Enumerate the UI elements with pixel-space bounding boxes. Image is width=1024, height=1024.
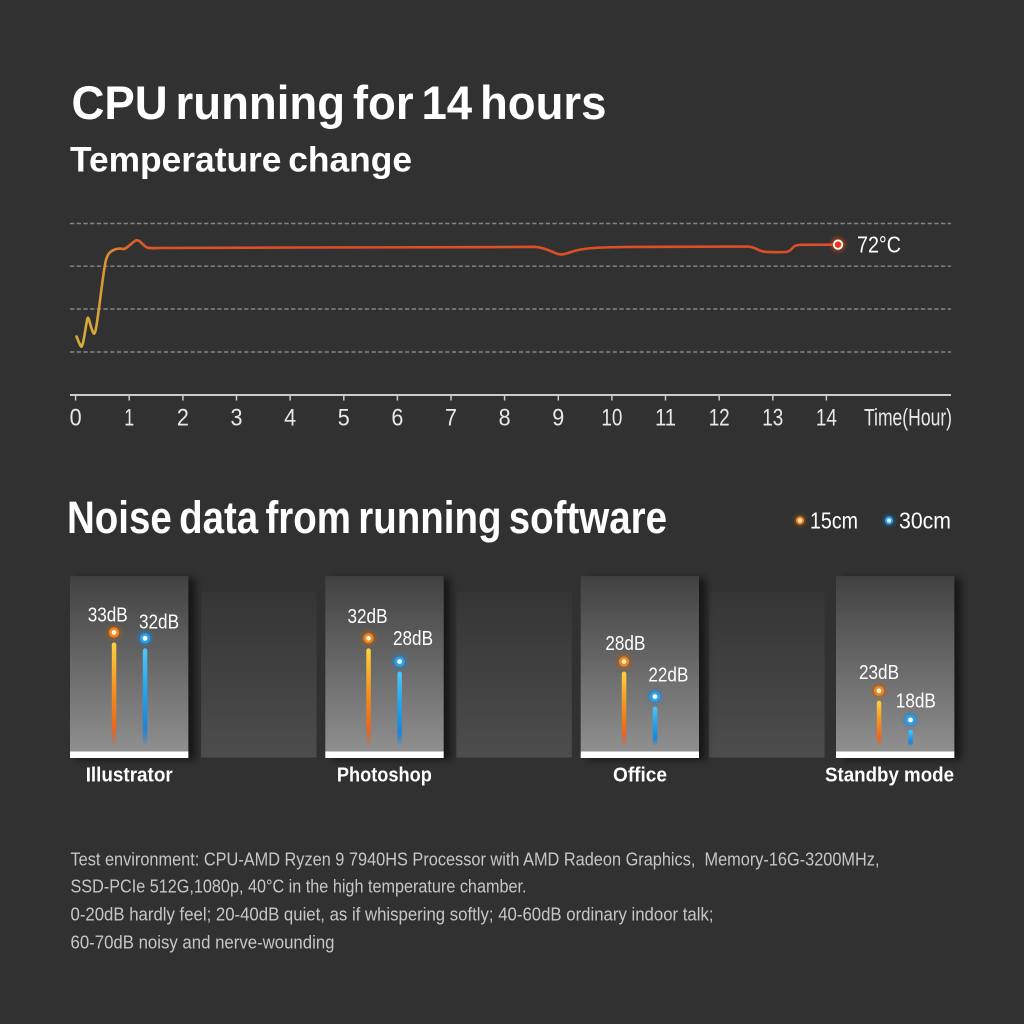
svg-text:18dB: 18dB xyxy=(896,689,936,712)
svg-text:3: 3 xyxy=(231,405,243,432)
svg-text:5: 5 xyxy=(338,405,350,432)
svg-text:33dB: 33dB xyxy=(88,603,128,626)
svg-text:30cm: 30cm xyxy=(899,508,951,534)
svg-text:0-20dB hardly feel; 20-40dB qu: 0-20dB hardly feel; 20-40dB quiet, as if… xyxy=(71,905,714,925)
svg-text:23dB: 23dB xyxy=(859,661,899,684)
svg-text:Illustrator: Illustrator xyxy=(86,764,173,787)
svg-text:Noise data from running softwa: Noise data from running software xyxy=(67,492,667,543)
svg-text:2: 2 xyxy=(177,405,189,432)
svg-text:Office: Office xyxy=(613,764,667,787)
svg-text:Photoshop: Photoshop xyxy=(337,764,432,787)
svg-text:8: 8 xyxy=(499,405,511,432)
svg-text:Time(Hour): Time(Hour) xyxy=(864,405,952,432)
svg-text:13: 13 xyxy=(762,405,783,432)
svg-text:Temperature change: Temperature change xyxy=(70,141,412,180)
svg-text:Test environment: CPU-AMD Ryze: Test environment: CPU-AMD Ryzen 9 7940HS… xyxy=(71,849,880,869)
svg-text:12: 12 xyxy=(709,405,730,432)
svg-text:28dB: 28dB xyxy=(393,627,433,650)
svg-text:Standby mode: Standby mode xyxy=(825,764,954,787)
svg-text:14: 14 xyxy=(816,405,837,432)
svg-text:22dB: 22dB xyxy=(648,664,688,687)
svg-text:1: 1 xyxy=(124,405,134,432)
svg-text:11: 11 xyxy=(655,405,676,432)
svg-text:0: 0 xyxy=(70,405,82,432)
svg-text:7: 7 xyxy=(445,405,457,432)
svg-text:28dB: 28dB xyxy=(605,632,645,655)
svg-text:32dB: 32dB xyxy=(139,610,179,633)
svg-text:32dB: 32dB xyxy=(348,605,388,628)
svg-text:15cm: 15cm xyxy=(810,508,858,534)
svg-text:CPU running for 14 hours: CPU running for 14 hours xyxy=(72,77,607,130)
svg-text:4: 4 xyxy=(284,405,296,432)
svg-text:6: 6 xyxy=(391,405,403,432)
svg-text:SSD-PCIe 512G,1080p, 40°C in t: SSD-PCIe 512G,1080p, 40°C in the high te… xyxy=(71,877,527,897)
svg-text:9: 9 xyxy=(552,405,564,432)
svg-text:10: 10 xyxy=(601,405,622,432)
svg-text:72°C: 72°C xyxy=(857,232,901,258)
svg-text:60-70dB noisy and nerve-woundi: 60-70dB noisy and nerve-wounding xyxy=(71,932,335,952)
